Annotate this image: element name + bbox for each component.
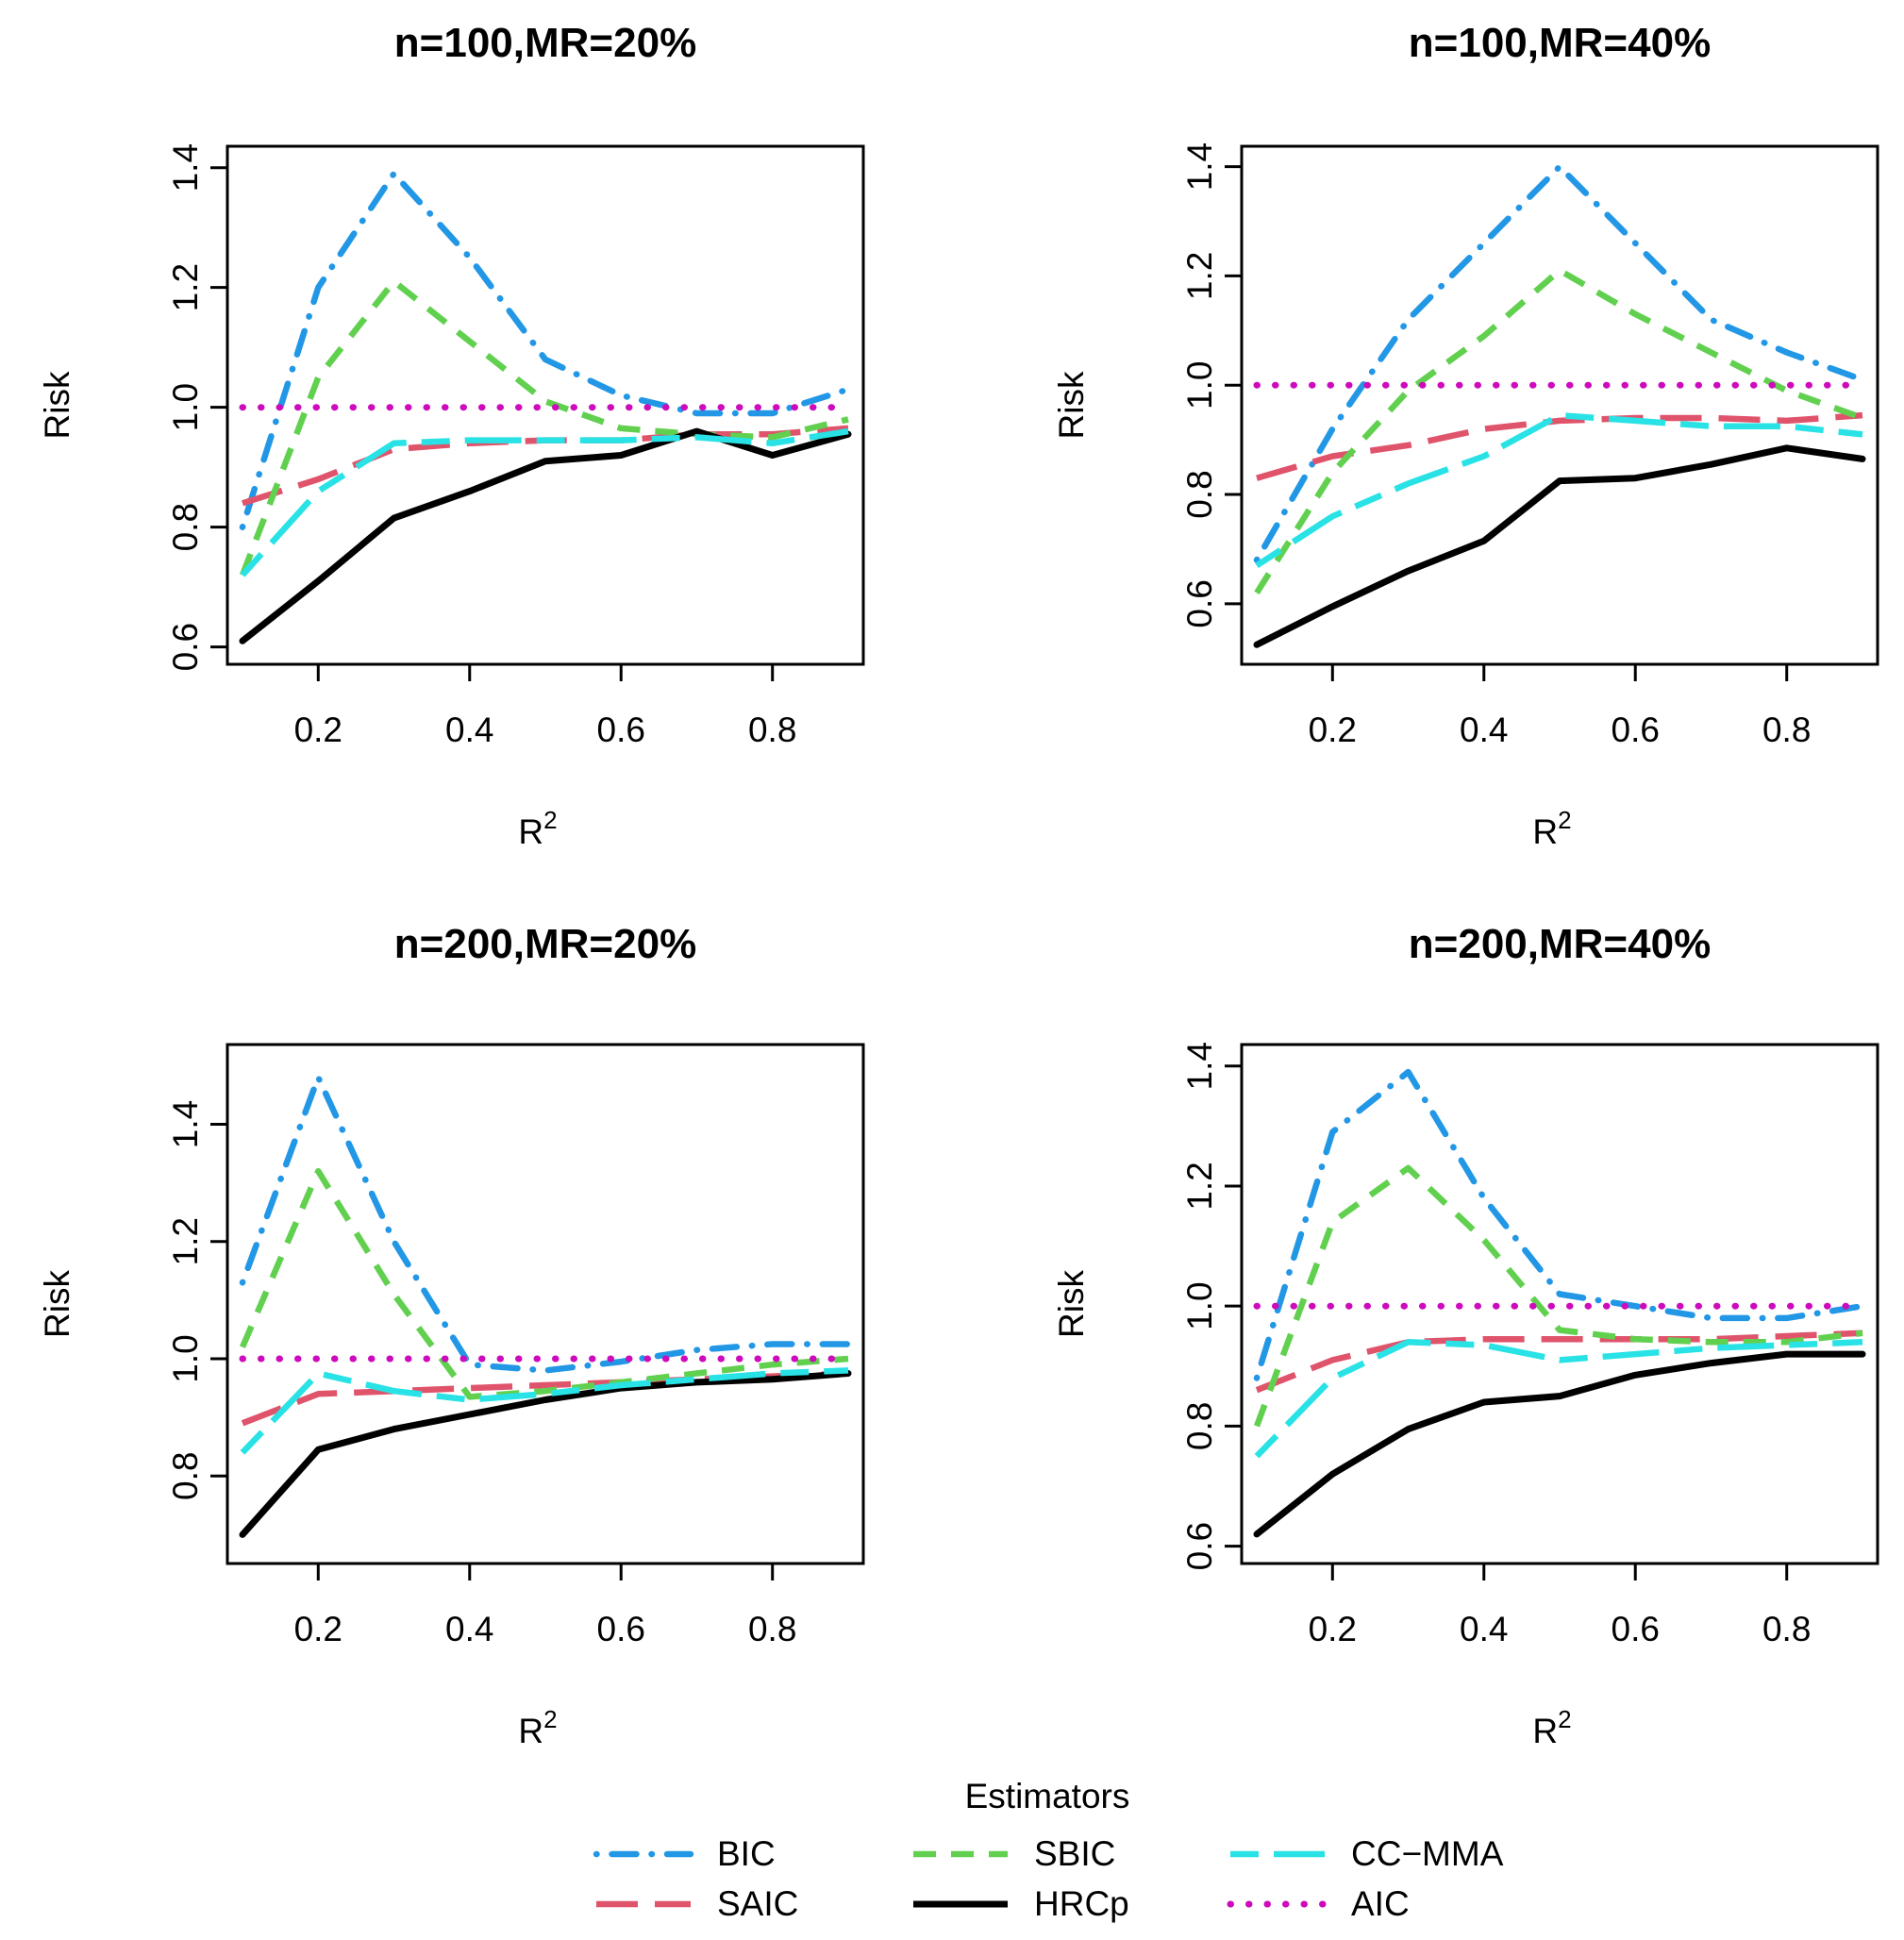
y-tick-label: 1.4 (1180, 142, 1219, 191)
panel-3: n=200,MR=20% 0.2 0.4 0.6 0.8 0.8 1.0 1.2 1.4 Risk… (38, 921, 865, 1750)
y-tick-label: 0.8 (166, 503, 205, 551)
x-axis-label-base: R (518, 812, 543, 851)
y-tick-label: 0.6 (166, 623, 205, 671)
y-tick-label: 1.2 (1180, 1162, 1219, 1210)
y-tick-label: 0.8 (166, 1452, 205, 1500)
y-axis-label: Risk (1052, 1270, 1091, 1338)
y-tick-label: 1.4 (166, 1100, 205, 1148)
y-tick-label: 0.6 (1180, 1522, 1219, 1570)
x-tick-label: 0.8 (748, 711, 796, 749)
y-tick-label: 0.6 (1180, 579, 1219, 627)
series-line-cc-mma (1255, 411, 1863, 569)
x-tick-label: 0.2 (294, 1610, 342, 1648)
plot-frame (1240, 1043, 1879, 1565)
series-line-bic (239, 170, 852, 530)
x-tick-label: 0.8 (1762, 1610, 1811, 1648)
y-tick-label: 1.0 (166, 383, 205, 431)
legend-label-sbic: SBIC (1034, 1834, 1115, 1873)
series-line-cc-mma (240, 427, 849, 577)
y-axis-label: Risk (38, 371, 76, 439)
legend-label-bic: BIC (717, 1834, 776, 1873)
panel-1: n=100,MR=20% 0.2 0.4 0.6 0.8 0.6 0.8 1.0 1.2 1.4 R… (38, 20, 865, 851)
y-tick-label: 1.0 (1180, 1281, 1219, 1330)
x-axis-label-superscript: 2 (543, 806, 557, 834)
series-line-bic (1253, 163, 1866, 563)
plot-frame (225, 1043, 865, 1565)
legend-label-hrcp: HRCp (1034, 1884, 1129, 1923)
legend-label-cc-mma: CC−MMA (1351, 1834, 1504, 1873)
x-axis-label: R2 (518, 1705, 557, 1750)
x-tick-label: 0.6 (597, 1610, 645, 1648)
x-axis-label-superscript: 2 (1558, 1705, 1571, 1733)
series-line-sbic (1254, 267, 1864, 595)
series-line-hrcp (1253, 444, 1866, 648)
panel-title: n=100,MR=40% (1409, 20, 1711, 66)
panel-title: n=100,MR=20% (394, 20, 696, 66)
y-axis-label: Risk (1052, 371, 1091, 439)
legend: Estimators BIC SAIC SBIC HRCp CC−MMA AIC (593, 1777, 1504, 1923)
series-line-bic (1253, 1068, 1866, 1381)
y-tick-label: 1.2 (166, 1217, 205, 1265)
y-tick-label: 1.0 (166, 1334, 205, 1382)
series-line-hrcp (1253, 1350, 1866, 1538)
plot-frame (1240, 144, 1879, 666)
series-line-bic (239, 1074, 852, 1374)
x-axis-label: R2 (1532, 806, 1571, 851)
x-tick-label: 0.4 (445, 1610, 493, 1648)
series-line-sbic (240, 1167, 849, 1400)
series-line-sbic (1253, 1164, 1863, 1428)
x-tick-label: 0.4 (1460, 711, 1508, 749)
series-line-saic (241, 1370, 849, 1427)
series-line-hrcp (239, 1370, 852, 1538)
legend-label-saic: SAIC (717, 1884, 798, 1923)
x-tick-label: 0.6 (597, 711, 645, 749)
y-tick-label: 1.2 (1180, 252, 1219, 300)
panel-2: n=100,MR=40% 0.2 0.4 0.6 0.8 0.6 0.8 1.0 1.2 1.4 R… (1052, 20, 1879, 851)
y-tick-label: 1.4 (1180, 1042, 1219, 1090)
legend-label-aic: AIC (1351, 1884, 1410, 1923)
series-line-sbic (239, 278, 849, 577)
series-line-cc-mma (240, 1367, 849, 1455)
y-tick-label: 0.8 (1180, 470, 1219, 518)
series-line-saic (1256, 411, 1863, 481)
x-tick-label: 0.2 (1309, 1610, 1357, 1648)
panel-title: n=200,MR=20% (394, 921, 696, 967)
x-tick-label: 0.8 (748, 1610, 796, 1648)
y-tick-label: 1.0 (1180, 361, 1219, 410)
panel-4: n=200,MR=40% 0.2 0.4 0.6 0.8 0.6 0.8 1.0 1.2 1.4 R… (1052, 921, 1879, 1750)
plot-frame (225, 144, 865, 666)
x-axis-label-superscript: 2 (543, 1705, 557, 1733)
x-tick-label: 0.2 (294, 711, 342, 749)
y-axis-label: Risk (38, 1270, 76, 1338)
x-axis-label: R2 (1532, 1705, 1571, 1750)
x-tick-label: 0.4 (445, 711, 493, 749)
x-tick-label: 0.2 (1309, 711, 1357, 749)
series-line-saic (1255, 1330, 1863, 1394)
x-axis-label-superscript: 2 (1558, 806, 1571, 834)
x-tick-label: 0.4 (1460, 1610, 1508, 1648)
series-line-cc-mma (1254, 1339, 1863, 1459)
y-tick-label: 0.8 (1180, 1402, 1219, 1450)
y-tick-label: 1.4 (166, 143, 205, 192)
x-axis-label: R2 (518, 806, 557, 851)
x-tick-label: 0.6 (1612, 711, 1660, 749)
x-axis-label-base: R (1532, 812, 1558, 851)
x-axis-label-base: R (518, 1712, 543, 1750)
series-line-hrcp (239, 427, 852, 644)
panel-title: n=200,MR=40% (1409, 921, 1711, 967)
x-tick-label: 0.6 (1612, 1610, 1660, 1648)
x-tick-label: 0.8 (1762, 711, 1811, 749)
legend-title: Estimators (965, 1777, 1130, 1815)
x-axis-label-base: R (1532, 1712, 1558, 1750)
y-tick-label: 1.2 (166, 263, 205, 311)
chart-panels: n=100,MR=20% 0.2 0.4 0.6 0.8 0.6 0.8 1.0 1.2 1.4 R… (38, 20, 1879, 1750)
